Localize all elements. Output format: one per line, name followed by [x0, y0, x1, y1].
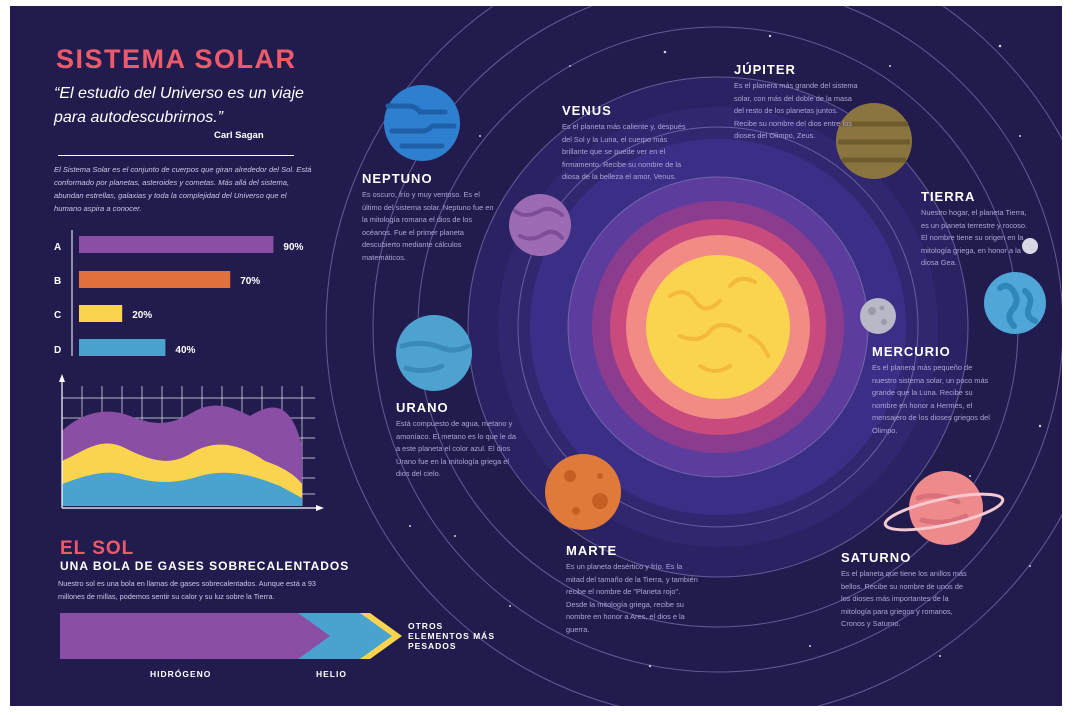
planet-name: VENUS — [562, 103, 612, 118]
planet-name: SATURNO — [841, 550, 912, 565]
page-title: SISTEMA SOLAR — [56, 44, 297, 74]
composition-label-helium: HELIO — [316, 669, 347, 679]
infographic-poster: A 90% B 70% C 20% D 40% — [10, 6, 1062, 706]
bar-c — [79, 305, 123, 322]
planet-mars: MARTE Es un planeta desértico y frío. Es… — [566, 543, 698, 636]
bar-b — [79, 271, 231, 288]
sun — [646, 255, 790, 399]
bar-a — [79, 236, 274, 253]
saturn-planet — [883, 471, 1005, 545]
solar-system-diagram: A 90% B 70% C 20% D 40% — [54, 6, 1062, 706]
sun-composition-chart — [60, 613, 402, 659]
sun-subheading: UNA BOLA DE GASES SOBRECALENTADOS — [60, 559, 350, 573]
quote-author: Carl Sagan — [214, 130, 264, 141]
planet-description: Es el planera más grande del sistema sol… — [734, 81, 858, 140]
sun-description: Nuestro sol es una bola en llamas de gas… — [58, 579, 316, 601]
intro-text: El Sistema Solar es el conjunto de cuerp… — [54, 165, 312, 213]
planet-neptune: NEPTUNO Es oscuro, frío y muy ventoso. E… — [362, 171, 494, 264]
moon — [1022, 238, 1038, 254]
planet-description: Es el planeta más caliente y, después de… — [562, 122, 686, 181]
bar-d — [79, 339, 166, 356]
area-layer-blue — [62, 472, 302, 506]
planet-mercury: MERCURIO Es el planera más pequeño de nu… — [872, 344, 990, 437]
area-chart — [59, 374, 324, 511]
planet-description: Es oscuro, frío y muy ventoso. Es el últ… — [362, 190, 494, 262]
mercury-planet — [860, 298, 896, 334]
composition-label-hydrogen: HIDRÓGENO — [150, 669, 212, 679]
bar-label-c: C — [54, 310, 61, 321]
planet-name: JÚPITER — [734, 62, 796, 77]
percentage-chart: A 90% B 70% C 20% D 40% — [54, 230, 304, 356]
planet-description: Es un planeta desértico y frío. Es la mi… — [566, 562, 698, 634]
composition-hydrogen — [60, 613, 330, 659]
planet-description: Nuestro hogar, el planeta Tierra, es un … — [921, 208, 1027, 267]
jupiter-planet — [836, 103, 912, 179]
planet-description: Está compuesto de agua, metano y amoníac… — [396, 419, 516, 478]
planet-venus: VENUS Es el planeta más caliente y, desp… — [562, 103, 692, 184]
bar-label-d: D — [54, 345, 61, 356]
planet-description: Es el planeta que tiene los anillos más … — [841, 569, 967, 628]
bar-label-a: A — [54, 242, 61, 253]
bar-value-b: 70% — [240, 276, 260, 287]
sun-heading: EL SOL — [60, 538, 135, 559]
planet-name: URANO — [396, 400, 449, 415]
planet-name: MARTE — [566, 543, 618, 558]
planet-name: TIERRA — [921, 189, 976, 204]
planet-name: MERCURIO — [872, 344, 951, 359]
bar-value-a: 90% — [283, 242, 303, 253]
bar-label-b: B — [54, 276, 61, 287]
earth-planet — [984, 272, 1046, 334]
mars-planet — [545, 454, 621, 530]
quote: “El estudio del Universo es un viaje par… — [54, 85, 304, 126]
neptune-planet — [384, 85, 460, 161]
bar-value-c: 20% — [132, 310, 152, 321]
venus-planet — [509, 194, 571, 256]
composition-label-heavier: OTROS ELEMENTOS MÁS PESADOS — [408, 621, 495, 651]
planet-description: Es el planera más pequeño de nuestro sis… — [872, 363, 990, 435]
planet-earth: TIERRA Nuestro hogar, el planeta Tierra,… — [921, 189, 1029, 270]
planet-jupiter: JÚPITER Es el planera más grande del sis… — [734, 62, 858, 143]
divider — [58, 155, 294, 156]
bar-value-d: 40% — [175, 345, 195, 356]
planet-uranus: URANO Está compuesto de agua, metano y a… — [396, 400, 522, 481]
planet-name: NEPTUNO — [362, 171, 433, 186]
planet-saturn: SATURNO Es el planeta que tiene los anil… — [841, 550, 969, 631]
uranus-planet — [396, 315, 472, 391]
